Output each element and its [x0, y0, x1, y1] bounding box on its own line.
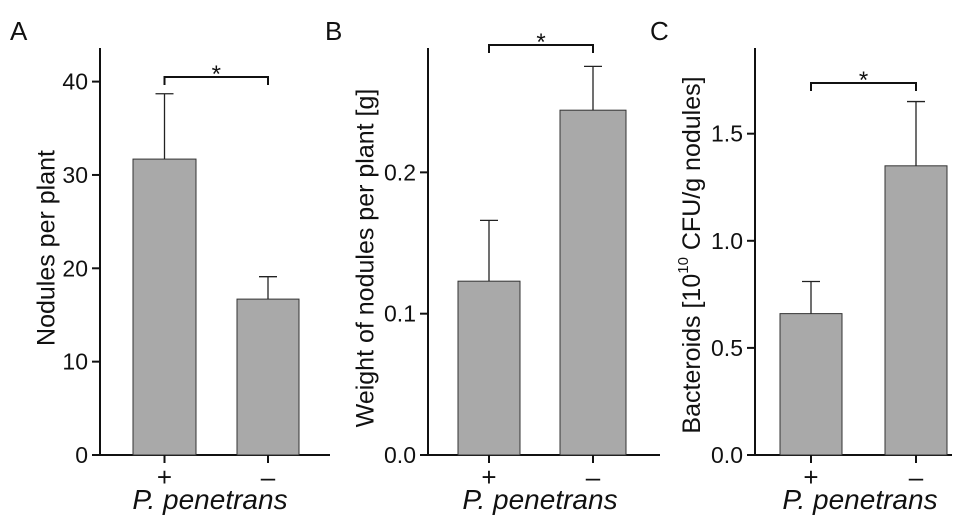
y-tick-label: 10	[62, 349, 88, 375]
y-axis-title-end: CFU/g nodules]	[678, 76, 706, 257]
y-tick-label: 1.0	[711, 228, 743, 254]
category-label: –	[586, 462, 601, 492]
bar	[559, 109, 627, 456]
bar	[779, 313, 843, 456]
y-tick-label: 40	[62, 69, 88, 95]
y-tick-label: 0.1	[384, 301, 416, 327]
y-tick-label: 0.2	[384, 159, 416, 185]
significance-star: *	[212, 61, 221, 88]
x-axis-title: P. penetrans	[462, 484, 617, 515]
y-axis-title-start: Bacteroids [10	[678, 274, 706, 434]
y-tick-label: 0	[75, 442, 88, 468]
y-tick-label: 20	[62, 255, 88, 281]
x-axis-title: P. penetrans	[782, 484, 937, 515]
significance-star: *	[536, 29, 545, 56]
y-tick-label: 30	[62, 162, 88, 188]
bar	[132, 158, 197, 456]
category-label: +	[803, 462, 818, 492]
significance-star: *	[859, 67, 868, 94]
y-axis-title: Nodules per plant	[33, 150, 61, 346]
category-label: +	[157, 462, 172, 492]
y-tick-label: 0.0	[384, 442, 416, 468]
y-axis-title-superscript: 10	[675, 257, 692, 274]
x-axis-title: P. penetrans	[132, 484, 287, 515]
category-label: –	[261, 462, 276, 492]
y-axis-title: Bacteroids [1010 CFU/g nodules]	[675, 76, 706, 433]
y-tick-label: 0.5	[711, 335, 743, 361]
panel-a: A 0 10 20 30 40 Nodules per plant + – * P. penetra…	[10, 16, 330, 515]
panel-letter: C	[650, 16, 669, 46]
category-label: –	[909, 462, 924, 492]
category-label: +	[481, 462, 496, 492]
panel-letter: A	[10, 16, 28, 46]
bar	[236, 298, 300, 456]
y-axis-title: Weight of nodules per plant [g]	[352, 89, 380, 428]
panel-letter: B	[325, 16, 342, 46]
y-tick-label: 1.5	[711, 121, 743, 147]
bar	[884, 165, 948, 456]
y-tick-label: 0.0	[711, 442, 743, 468]
significance-bracket	[163, 76, 269, 85]
bar	[457, 280, 521, 456]
significance-bracket	[488, 44, 594, 53]
significance-bracket	[810, 82, 917, 91]
